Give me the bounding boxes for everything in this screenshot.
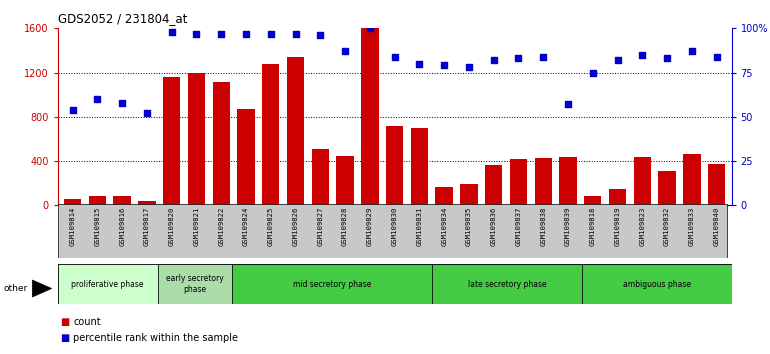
Text: count: count <box>73 317 101 327</box>
Point <box>661 56 673 61</box>
Point <box>265 31 277 36</box>
Point <box>413 61 426 67</box>
Text: GSM109826: GSM109826 <box>293 206 299 246</box>
Bar <box>658 171 676 205</box>
Text: GSM109825: GSM109825 <box>268 206 274 246</box>
Text: GSM109816: GSM109816 <box>119 206 126 246</box>
Bar <box>534 158 552 205</box>
Bar <box>510 159 527 205</box>
Bar <box>237 109 255 205</box>
Text: GSM109822: GSM109822 <box>218 206 224 246</box>
Text: GSM109824: GSM109824 <box>243 206 249 246</box>
Point <box>636 52 648 58</box>
Bar <box>213 82 230 205</box>
Text: GSM109835: GSM109835 <box>466 206 472 246</box>
Bar <box>683 154 701 205</box>
Text: GSM109838: GSM109838 <box>541 206 546 246</box>
Bar <box>312 149 329 205</box>
Text: GSM109833: GSM109833 <box>689 206 695 246</box>
Bar <box>609 189 626 205</box>
Text: mid secretory phase: mid secretory phase <box>293 280 371 289</box>
Text: GSM109837: GSM109837 <box>515 206 521 246</box>
Point <box>587 70 599 75</box>
Point <box>190 31 203 36</box>
Point <box>562 102 574 107</box>
Text: late secretory phase: late secretory phase <box>467 280 546 289</box>
Text: GSM109815: GSM109815 <box>95 206 100 246</box>
Text: GSM109828: GSM109828 <box>342 206 348 246</box>
Text: early secretory
phase: early secretory phase <box>166 274 224 294</box>
Text: GSM109839: GSM109839 <box>565 206 571 246</box>
Bar <box>64 199 82 205</box>
Text: GSM109832: GSM109832 <box>664 206 670 246</box>
Point <box>438 63 450 68</box>
Bar <box>139 201 156 205</box>
Text: GSM109827: GSM109827 <box>317 206 323 246</box>
Text: GSM109819: GSM109819 <box>614 206 621 246</box>
Bar <box>287 57 304 205</box>
Text: ■: ■ <box>60 317 69 327</box>
Point <box>512 56 524 61</box>
Text: ambiguous phase: ambiguous phase <box>623 280 691 289</box>
Point <box>141 110 153 116</box>
Text: percentile rank within the sample: percentile rank within the sample <box>73 333 238 343</box>
Bar <box>233 264 432 304</box>
Point <box>239 31 252 36</box>
Point <box>686 48 698 54</box>
Text: ■: ■ <box>60 333 69 343</box>
Text: GSM109818: GSM109818 <box>590 206 596 246</box>
Text: proliferative phase: proliferative phase <box>72 280 144 289</box>
Text: GSM109830: GSM109830 <box>392 206 397 246</box>
Bar <box>485 166 502 205</box>
Point <box>290 31 302 36</box>
Text: GDS2052 / 231804_at: GDS2052 / 231804_at <box>58 12 187 25</box>
Point <box>91 96 103 102</box>
Bar <box>436 187 453 205</box>
Bar <box>708 164 725 205</box>
Point <box>388 54 400 59</box>
Point <box>611 57 624 63</box>
Point <box>314 33 326 38</box>
Point <box>537 54 550 59</box>
Text: other: other <box>4 284 28 293</box>
Text: GSM109829: GSM109829 <box>367 206 373 246</box>
Bar <box>582 264 732 304</box>
Bar <box>89 196 106 205</box>
Bar <box>336 155 353 205</box>
Bar <box>262 64 280 205</box>
Point <box>339 48 351 54</box>
Text: GSM109831: GSM109831 <box>417 206 423 246</box>
Point <box>363 25 376 31</box>
Point <box>66 107 79 113</box>
Text: GSM109836: GSM109836 <box>490 206 497 246</box>
Bar <box>432 264 582 304</box>
Bar <box>58 264 158 304</box>
Text: GSM109821: GSM109821 <box>193 206 199 246</box>
Bar <box>163 77 180 205</box>
Bar <box>559 156 577 205</box>
Text: GSM109823: GSM109823 <box>639 206 645 246</box>
Bar <box>361 28 379 205</box>
Text: GSM109814: GSM109814 <box>69 206 75 246</box>
Text: GSM109817: GSM109817 <box>144 206 150 246</box>
Point <box>116 100 129 105</box>
Point <box>463 64 475 70</box>
Bar <box>410 128 428 205</box>
Text: GSM109840: GSM109840 <box>714 206 720 246</box>
Bar <box>584 196 601 205</box>
Point <box>166 29 178 35</box>
Bar <box>460 184 477 205</box>
Point <box>711 54 723 59</box>
Polygon shape <box>32 280 52 297</box>
Bar <box>188 73 205 205</box>
Bar <box>113 196 131 205</box>
Text: GSM109820: GSM109820 <box>169 206 175 246</box>
Bar <box>158 264 233 304</box>
Text: GSM109834: GSM109834 <box>441 206 447 246</box>
Bar <box>386 126 403 205</box>
Point <box>487 57 500 63</box>
Bar <box>634 156 651 205</box>
Point <box>215 31 227 36</box>
